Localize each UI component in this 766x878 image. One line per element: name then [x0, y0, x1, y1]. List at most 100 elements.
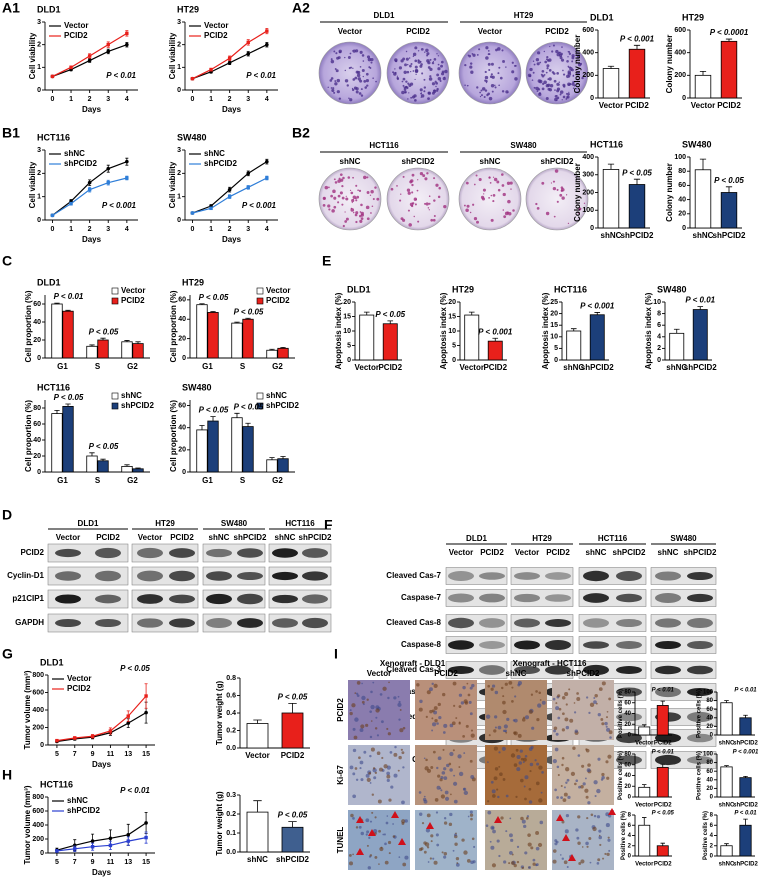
colony: [548, 88, 553, 92]
cell: [349, 711, 353, 716]
ihc-image: [348, 810, 410, 870]
marker: [125, 159, 129, 164]
band: [479, 641, 505, 649]
colony: [344, 69, 346, 72]
cell: [577, 754, 581, 757]
legend-label: PCID2: [64, 31, 88, 40]
cell: [424, 842, 430, 847]
cell: [379, 693, 383, 696]
colony: [483, 193, 485, 195]
cell: [354, 692, 357, 694]
band: [95, 547, 121, 559]
colony: [548, 69, 552, 72]
bar: [196, 304, 208, 359]
cell: [510, 838, 514, 842]
cell: [452, 849, 455, 852]
bar: [281, 712, 304, 749]
colony: [487, 92, 490, 96]
band: [302, 571, 328, 581]
cell: [525, 817, 529, 820]
cell: [369, 854, 373, 857]
cell: [488, 734, 491, 737]
colony: [365, 72, 369, 76]
colony: [344, 211, 346, 213]
y-axis-label: Colony number: [573, 163, 582, 222]
colony: [556, 188, 559, 191]
colony: [493, 177, 498, 182]
bar: [281, 826, 304, 853]
colony: [336, 78, 341, 83]
cell: [604, 721, 608, 726]
cell: [388, 798, 392, 802]
colony: [478, 177, 482, 182]
group-title: HT29: [514, 11, 534, 20]
colony: [571, 82, 575, 86]
colony: [553, 72, 556, 75]
x-tick-label: 0: [50, 96, 54, 103]
error-bar: [743, 818, 748, 826]
plate: [386, 41, 450, 105]
colony: [415, 198, 417, 201]
colony: [429, 67, 433, 72]
panel-label: C: [2, 253, 12, 269]
colony: [365, 79, 369, 83]
marker: [246, 40, 250, 45]
colony: [466, 204, 470, 208]
colony: [489, 75, 493, 79]
cell: [561, 756, 565, 760]
colony: [426, 59, 430, 63]
marker: [73, 736, 77, 740]
cell: [561, 763, 564, 767]
marker: [106, 166, 111, 171]
x-tick-label: 5: [55, 751, 59, 758]
x-tick-label: Vector: [599, 101, 623, 110]
cell: [564, 692, 569, 697]
cell: [601, 775, 605, 780]
cell: [361, 695, 366, 701]
colony: [556, 87, 561, 91]
legend-swatch: [256, 392, 264, 400]
colony: [347, 176, 351, 179]
cell: [490, 780, 494, 784]
colony: [578, 208, 582, 211]
y-tick-label: 0.6: [226, 692, 236, 699]
colony: [437, 195, 441, 199]
error-bar: [468, 311, 475, 316]
colony: [484, 89, 488, 92]
colony: [374, 186, 377, 189]
cell: [539, 820, 544, 825]
cell: [556, 796, 559, 799]
y-tick-label: 6: [657, 322, 661, 329]
cell: [443, 851, 448, 856]
y-axis-label: Positive cells (%): [621, 811, 627, 860]
colony: [545, 84, 549, 88]
colony: [551, 50, 554, 53]
marker: [126, 714, 130, 718]
colony: [437, 63, 440, 66]
y-tick-label: 0: [682, 95, 686, 102]
cell: [436, 843, 440, 847]
y-axis-label: Cell proportion (%): [169, 400, 178, 472]
colony: [333, 205, 337, 209]
cell: [359, 760, 364, 765]
colony: [475, 174, 478, 177]
band: [237, 618, 263, 628]
cell: [460, 701, 465, 705]
colony: [505, 66, 507, 68]
legend-swatch: [111, 287, 119, 295]
y-tick-label: 200: [32, 724, 44, 731]
colony: [506, 181, 511, 185]
blot-group: HCT116: [285, 519, 315, 528]
band: [545, 665, 571, 675]
colony: [332, 87, 335, 90]
colony: [494, 84, 496, 87]
colony: [372, 77, 374, 79]
colony: [543, 74, 546, 76]
cell: [450, 793, 452, 796]
x-tick-label: G1: [57, 362, 68, 371]
lane-label: Vector: [338, 27, 362, 36]
tunel-marker: [398, 838, 406, 845]
y-axis-label: Cell proportion (%): [24, 400, 33, 472]
cell: [394, 745, 397, 749]
colony: [356, 73, 361, 78]
